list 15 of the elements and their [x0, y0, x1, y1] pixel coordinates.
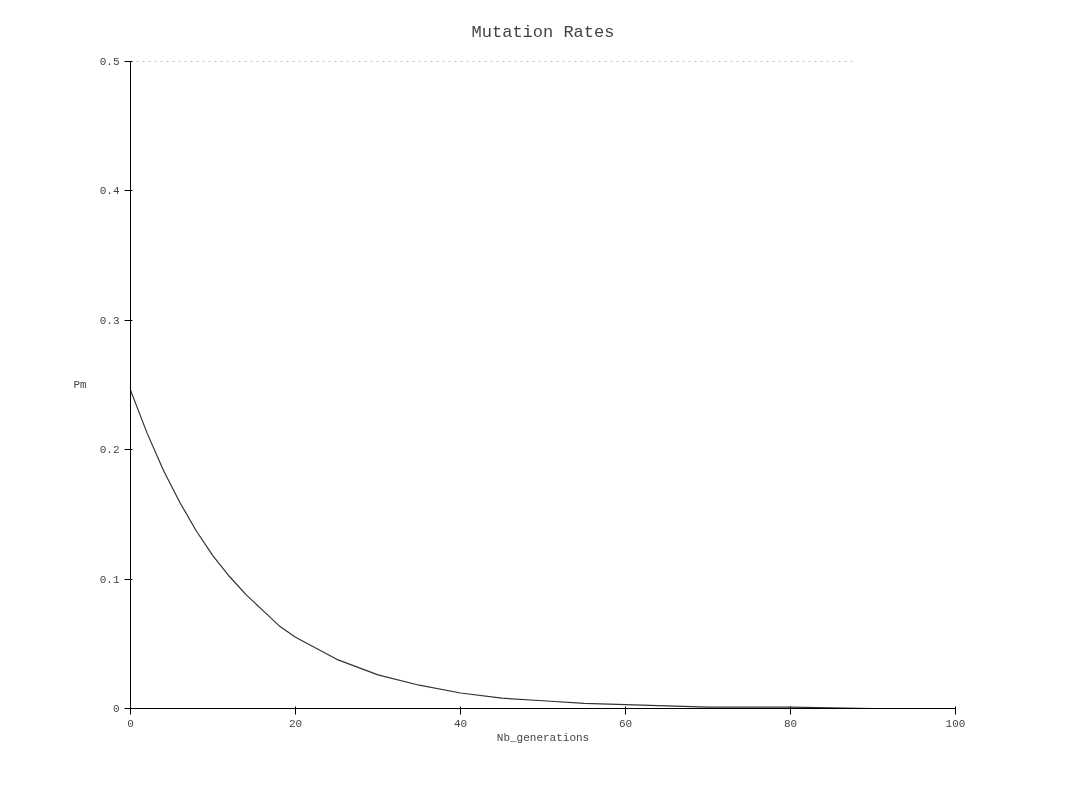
x-tick-label: 20 [288, 717, 303, 730]
y-tick-label: 0.4 [99, 185, 120, 198]
x-tick-label: 60 [618, 717, 633, 730]
y-tick-label: 0 [112, 703, 120, 715]
x-tick-label: 80 [783, 717, 798, 730]
y-tick-label: 0.3 [99, 314, 120, 327]
x-tick-label: 0 [127, 717, 134, 730]
chart-title: Mutation Rates [471, 22, 615, 42]
y-tick-label: 0.2 [99, 444, 120, 457]
x-axis-title: Nb_generations [496, 731, 590, 744]
x-tick-label: 100 [945, 717, 966, 730]
y-axis-title: Pm [73, 379, 88, 391]
y-tick-label: 0.5 [99, 56, 120, 68]
x-tick-label: 40 [453, 717, 468, 730]
y-tick-label: 0.1 [99, 573, 120, 586]
